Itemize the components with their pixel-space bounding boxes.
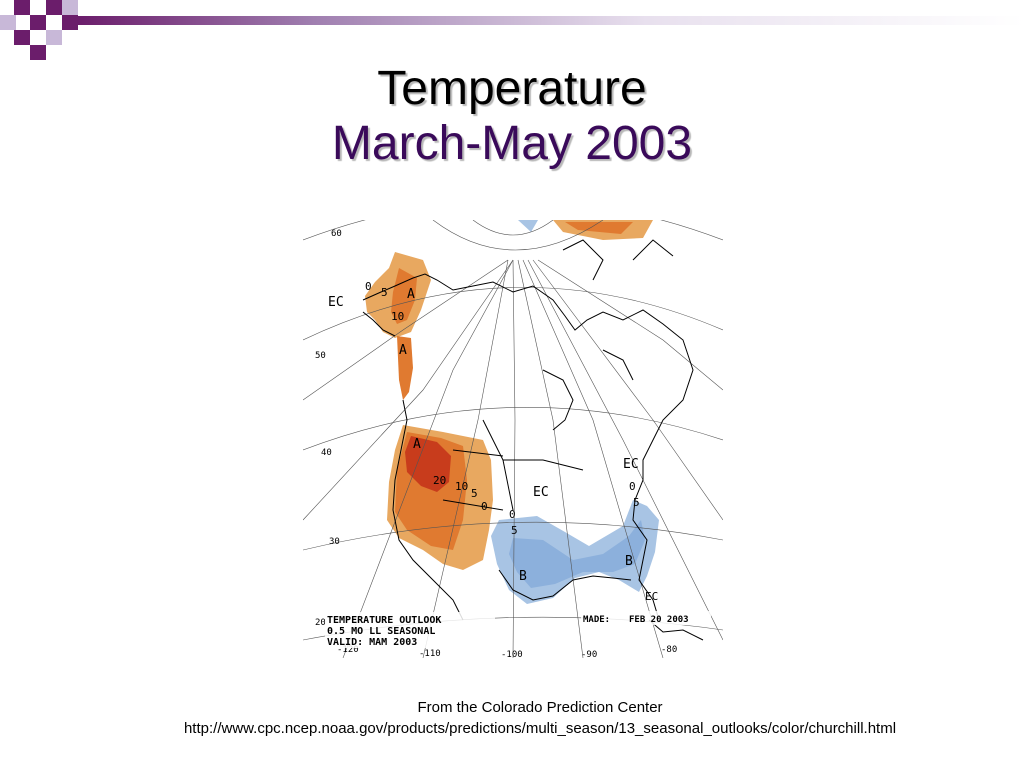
label-a-alaska: A: [407, 287, 415, 302]
axis-labels: 60 50 40 30 20 -120 -110 -100 -90 -80: [315, 229, 677, 658]
contour-labels: 0 5 10 20 10 5 0 0 5 0 5: [365, 280, 640, 537]
lat-label: 40: [321, 448, 332, 458]
title-line-1: Temperature: [377, 62, 647, 115]
below-region-arctic: [518, 220, 538, 232]
label-b-southeast: B: [625, 554, 633, 569]
region-labels: EC A A A EC EC EC B B: [328, 287, 658, 603]
label-ec-florida: EC: [645, 590, 658, 603]
title-line-2: March-May 2003: [331, 117, 693, 170]
above-region-greenland-inner: [565, 222, 633, 234]
deco-square: [46, 0, 62, 15]
deco-square: [62, 0, 78, 15]
lon-label: -120: [337, 645, 359, 655]
lat-label: 50: [315, 351, 326, 361]
contour-label: 5: [633, 496, 640, 509]
made-date: FEB 20 2003: [629, 615, 689, 625]
shading-layer: [365, 220, 659, 604]
caption-line-1: From the Colorado Prediction Center: [417, 699, 663, 716]
source-caption: From the Colorado Prediction Center http…: [0, 697, 1024, 739]
contour-label: 0: [509, 508, 516, 521]
temperature-outlook-map: 60 50 40 30 20 -120 -110 -100 -90 -80 EC…: [303, 220, 723, 658]
contour-label: 20: [433, 474, 446, 487]
below-region-south-inner: [509, 520, 645, 588]
contour-label: 10: [455, 480, 468, 493]
caption-url[interactable]: http://www.cpc.ncep.noaa.gov/products/pr…: [183, 720, 897, 737]
lon-label: -100: [501, 650, 523, 658]
above-region-coast: [397, 336, 413, 400]
deco-square: [30, 45, 46, 60]
label-b-texas: B: [519, 569, 527, 584]
contour-label: 0: [365, 280, 372, 293]
lat-label: 30: [329, 537, 340, 547]
label-ec-northeast: EC: [623, 457, 639, 472]
deco-square: [62, 15, 78, 30]
map-legend: TEMPERATURE OUTLOOK 0.5 MO LL SEASONAL V…: [325, 611, 711, 648]
lon-label: -110: [419, 649, 441, 658]
deco-square: [0, 15, 16, 30]
contour-label: 5: [471, 487, 478, 500]
coastlines: [362, 239, 704, 641]
header-gradient-bar: [78, 16, 1024, 25]
contour-label: 0: [481, 500, 488, 513]
label-a-coast: A: [399, 343, 407, 358]
map-svg: 60 50 40 30 20 -120 -110 -100 -90 -80 EC…: [303, 220, 723, 658]
contour-label: 5: [381, 286, 388, 299]
deco-square: [14, 0, 30, 15]
made-label: MADE:: [583, 615, 610, 625]
slide-title: Temperature March-May 2003: [0, 62, 1024, 172]
contour-label: 10: [391, 310, 404, 323]
corner-decoration: [0, 0, 80, 62]
deco-square: [30, 15, 46, 30]
deco-square: [46, 30, 62, 45]
graticule: [303, 220, 723, 658]
legend-line-2: 0.5 MO LL SEASONAL: [327, 626, 435, 637]
legend-line-3: VALID: MAM 2003: [327, 637, 417, 648]
lat-label: 60: [331, 229, 342, 239]
lon-label: -80: [661, 645, 677, 655]
lat-label: 20: [315, 618, 326, 628]
contour-label: 0: [629, 480, 636, 493]
lon-label: -90: [581, 650, 597, 658]
deco-square: [14, 30, 30, 45]
legend-line-1: TEMPERATURE OUTLOOK: [327, 615, 441, 626]
above-region-alaska-inner: [391, 268, 417, 324]
label-a-west: A: [413, 437, 421, 452]
label-ec-alaska: EC: [328, 295, 344, 310]
label-ec-central: EC: [533, 485, 549, 500]
contour-label: 5: [511, 524, 518, 537]
above-region-west-dark: [405, 436, 451, 492]
